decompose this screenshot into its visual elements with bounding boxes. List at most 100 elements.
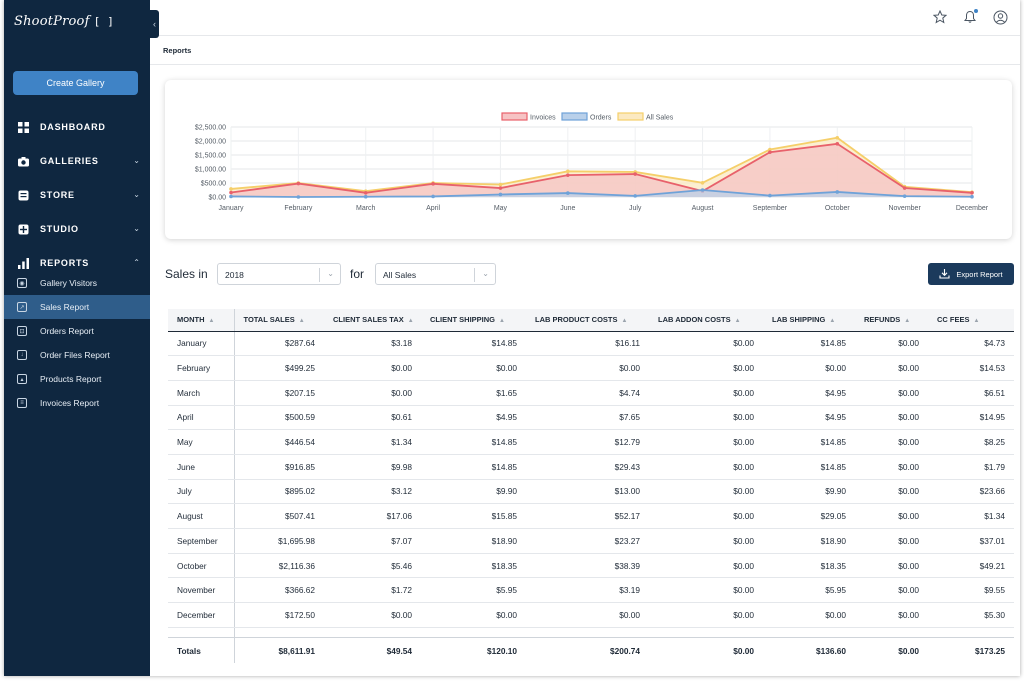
sort-icon[interactable]: ▲: [973, 318, 980, 325]
spacer-cell: [649, 627, 763, 638]
sidebar-item-orders-report[interactable]: ⊡ Orders Report: [4, 319, 150, 343]
logo[interactable]: ShootProof[ ]: [14, 14, 114, 29]
column-header[interactable]: LAB PRODUCT COSTS ▲: [526, 309, 649, 332]
value-cell: $5.30: [928, 602, 1014, 628]
series-line-all-sales: [230, 136, 973, 194]
sidebar-item-galleries[interactable]: GALLERIES ⌄: [4, 144, 150, 178]
column-header[interactable]: LAB ADDON COSTS ▲: [649, 309, 763, 332]
bell-icon[interactable]: [962, 9, 978, 25]
sales-type-select[interactable]: All Sales ⌄: [375, 263, 496, 285]
value-cell: $23.27: [526, 528, 649, 554]
value-cell: $5.95: [763, 577, 855, 604]
data-point: [363, 194, 368, 199]
data-point: [835, 190, 840, 194]
value-cell: $916.85: [234, 454, 324, 480]
select-separator: [474, 268, 475, 282]
sidebar-item-sales-report[interactable]: ↗ Sales Report: [4, 295, 150, 319]
sales-chart: $2,500.00 $2,000.00 $1,500.00 $1,000.00 $500…: [195, 112, 989, 212]
data-point: [700, 188, 705, 192]
create-gallery-button[interactable]: Create Gallery: [13, 71, 138, 95]
column-header[interactable]: CLIENT SALES TAX ▲: [324, 309, 421, 332]
sort-icon[interactable]: ▲: [904, 318, 911, 325]
user-circle-icon[interactable]: [992, 9, 1008, 25]
sidebar-item-order-files-report[interactable]: ↓ Order Files Report: [4, 343, 150, 367]
value-cell: $14.85: [421, 429, 526, 455]
sort-icon[interactable]: ▲: [208, 318, 215, 325]
value-cell: $0.00: [855, 503, 928, 529]
value-cell: $0.00: [855, 331, 928, 357]
sales-chart-card: $2,500.00 $2,000.00 $1,500.00 $1,000.00 $500…: [165, 80, 1012, 239]
fullscreen-icon[interactable]: [ ]: [93, 15, 115, 28]
value-cell: $14.85: [421, 331, 526, 357]
column-header[interactable]: MONTH ▲: [168, 309, 235, 332]
data-point: [633, 194, 637, 198]
value-cell: $6.51: [928, 380, 1014, 406]
sidebar-item-invoices-report[interactable]: ≡ Invoices Report: [4, 391, 150, 415]
column-header[interactable]: CC FEES ▲: [928, 309, 1014, 332]
value-cell: $18.35: [421, 553, 526, 579]
sort-icon[interactable]: ▲: [499, 318, 505, 325]
value-cell: $0.00: [763, 355, 855, 381]
series-line-orders: [230, 189, 973, 198]
column-header[interactable]: TOTAL SALES ▲: [234, 309, 324, 332]
value-cell: $14.85: [763, 454, 855, 480]
value-cell: $0.00: [763, 602, 855, 628]
column-header-label: TOTAL SALES: [243, 315, 295, 325]
y-tick-label: $0.00: [208, 195, 226, 202]
sort-icon[interactable]: ▲: [407, 318, 414, 325]
sort-icon[interactable]: ▲: [621, 318, 628, 325]
sidebar-item-store[interactable]: STORE ⌄: [4, 178, 150, 212]
year-select[interactable]: 2018 ⌄: [217, 263, 341, 285]
value-cell: $0.00: [649, 355, 763, 381]
data-point: [229, 187, 233, 191]
value-cell: $17.06: [324, 503, 421, 529]
data-point: [768, 147, 772, 152]
table-row: February $499.25 $0.00 $0.00 $0.00 $0.00 $0.00…: [168, 355, 1014, 381]
data-point: [296, 181, 301, 186]
x-tick-label: April: [426, 205, 440, 212]
sidebar-item-gallery-visitors[interactable]: ◉ Gallery Visitors: [4, 271, 150, 295]
breadcrumb-bar: Reports: [150, 37, 1020, 65]
value-cell: $38.39: [526, 553, 649, 579]
table-row: January $287.64 $3.18 $14.85 $16.11 $0.00 $14.…: [168, 331, 1014, 357]
table-row: September $1,695.98 $7.07 $18.90 $23.27 $0.00…: [168, 528, 1014, 554]
sort-icon[interactable]: ▲: [734, 318, 741, 325]
trend-icon: ↗: [17, 302, 27, 312]
export-report-button[interactable]: Export Report: [928, 263, 1014, 285]
column-header[interactable]: REFUNDS ▲: [855, 309, 928, 332]
collapse-sidebar-button[interactable]: ‹: [150, 10, 159, 38]
column-header-label: CLIENT SALES TAX: [333, 315, 404, 325]
chevron-up-icon: ⌃: [133, 258, 140, 267]
sidebar-item-studio[interactable]: STUDIO ⌄: [4, 212, 150, 246]
data-point: [498, 192, 503, 197]
sidebar-item-products-report[interactable]: ▴ Products Report: [4, 367, 150, 391]
star-icon[interactable]: [932, 9, 948, 25]
totals-cell: $8,611.91: [278, 645, 315, 656]
series-area-invoices: [231, 143, 972, 197]
column-header[interactable]: LAB SHIPPING ▲: [763, 309, 855, 332]
value-cell: $7.65: [526, 405, 649, 431]
sales-type-select-value: All Sales: [383, 270, 417, 280]
spacer-cell: [928, 627, 1014, 638]
table-row: August $507.41 $17.06 $15.85 $52.17 $0.00 $29.…: [168, 503, 1014, 529]
sort-icon[interactable]: ▲: [298, 318, 305, 325]
sidebar-item-reports[interactable]: REPORTS ⌃: [4, 246, 150, 280]
x-tick-label: February: [284, 205, 313, 212]
sidebar-item-label: Invoices Report: [40, 398, 100, 408]
store-icon: [18, 190, 29, 201]
sort-icon[interactable]: ▲: [829, 318, 836, 325]
column-header[interactable]: CLIENT SHIPPING ▲: [421, 309, 526, 332]
sidebar-item-dashboard[interactable]: DASHBOARD: [4, 110, 150, 144]
x-tick-label: July: [629, 205, 642, 212]
value-cell: $207.15: [234, 380, 324, 406]
data-point: [768, 193, 772, 198]
y-tick-label: $2,500.00: [195, 125, 226, 132]
value-cell: $14.53: [928, 355, 1014, 381]
data-point: [902, 194, 907, 198]
totals-cell: $0.00: [733, 645, 754, 656]
x-tick-label: August: [692, 205, 714, 212]
value-cell: $499.25: [234, 355, 324, 381]
app-window: ShootProof[ ] Create Gallery DASHBOARD G…: [4, 0, 1020, 676]
table-row: June $916.85 $9.98 $14.85 $29.43 $0.00 $14.85 $…: [168, 454, 1014, 480]
export-report-label: Export Report: [956, 269, 1003, 279]
